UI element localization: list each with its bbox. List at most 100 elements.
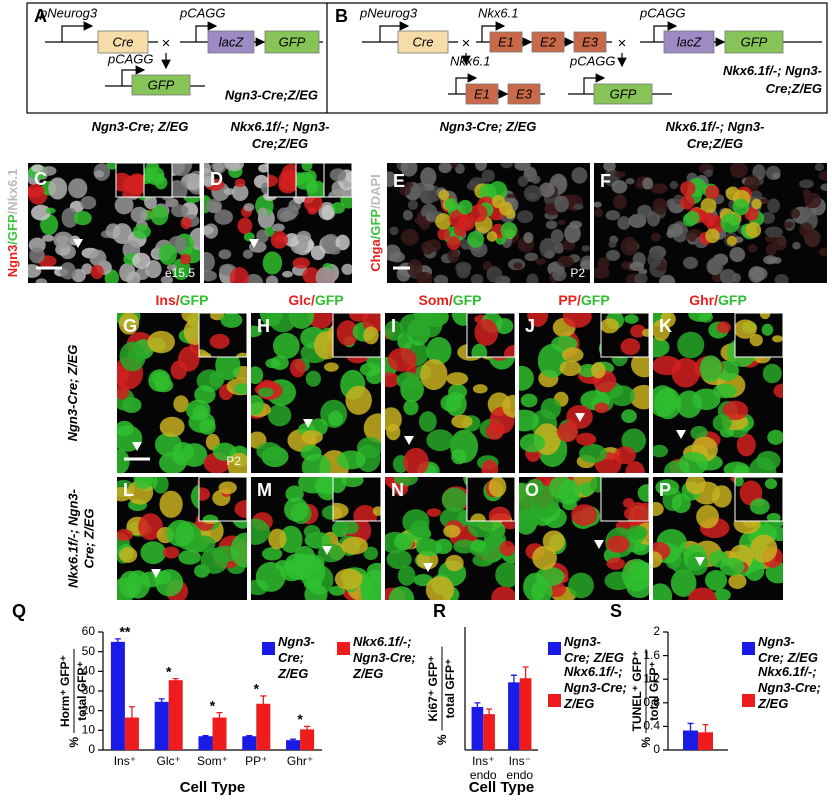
cell bbox=[302, 267, 320, 283]
cell bbox=[210, 313, 225, 321]
error-bar bbox=[114, 638, 121, 646]
cell bbox=[303, 193, 323, 213]
cell bbox=[652, 197, 668, 215]
row-label-box: Ngn3-Cre; Z/EG bbox=[65, 345, 80, 442]
cell bbox=[729, 163, 748, 179]
cell bbox=[472, 384, 488, 394]
stain-part: Nkx6.1 bbox=[5, 169, 20, 211]
legend-label-box: Nkx6.1f/-; Ngn3-Cre; Z/EG bbox=[564, 664, 627, 711]
cell bbox=[160, 275, 174, 283]
cell bbox=[335, 234, 350, 251]
column-header: Som/GFP bbox=[418, 292, 481, 308]
cell bbox=[224, 163, 244, 172]
y-label: % Ki67⁺ GFP⁺ total GFP⁺ bbox=[426, 646, 457, 745]
cell bbox=[650, 183, 668, 194]
significance: ** bbox=[119, 624, 130, 640]
cell bbox=[445, 392, 467, 417]
cell bbox=[223, 188, 235, 196]
cell bbox=[345, 385, 372, 415]
cell bbox=[524, 252, 538, 262]
cell bbox=[573, 203, 584, 210]
bar bbox=[124, 717, 139, 750]
gene-box bbox=[724, 30, 784, 54]
promoter-label: pCAGG bbox=[639, 5, 686, 20]
x-tick-label: Ins⁺ bbox=[113, 754, 137, 768]
bar bbox=[110, 641, 125, 750]
cell bbox=[328, 410, 344, 427]
y-label-numerator: Ki67⁺ GFP⁺ bbox=[426, 655, 440, 721]
bar bbox=[698, 732, 713, 750]
micrograph-content bbox=[116, 172, 144, 197]
panel-letter: D bbox=[210, 169, 223, 189]
cell bbox=[747, 244, 758, 253]
cell bbox=[621, 409, 637, 424]
cell bbox=[799, 179, 814, 189]
cell bbox=[445, 554, 464, 572]
cell bbox=[416, 537, 438, 552]
cell bbox=[728, 574, 747, 590]
cell bbox=[118, 313, 140, 335]
micrograph-content bbox=[172, 163, 200, 197]
cell bbox=[799, 222, 813, 238]
promoter-arrow bbox=[121, 65, 146, 86]
cell bbox=[262, 547, 283, 561]
gene-box-label: GFP bbox=[610, 86, 637, 101]
cell bbox=[617, 216, 631, 230]
cell bbox=[132, 224, 151, 239]
genotype: Nkx6.1f/-; Ngn3-Cre;Z/EG bbox=[723, 63, 822, 96]
bar bbox=[300, 729, 315, 750]
cell bbox=[204, 163, 211, 175]
panel-letter: N bbox=[391, 480, 404, 500]
cell bbox=[200, 548, 229, 574]
gene-box bbox=[397, 30, 449, 54]
cell bbox=[690, 426, 708, 441]
cell bbox=[229, 267, 250, 283]
cell bbox=[148, 369, 171, 392]
cell bbox=[328, 246, 341, 255]
legend-label: Ngn3-Cre; Z/EG bbox=[278, 634, 315, 681]
cell bbox=[569, 220, 582, 229]
x-tick-label-box: PP⁺ bbox=[245, 754, 267, 768]
cell bbox=[268, 174, 279, 188]
promoter-arrow bbox=[61, 21, 94, 42]
legend-swatch bbox=[262, 642, 275, 655]
y-tick-label: 60 bbox=[82, 624, 96, 638]
panel-letter: O bbox=[525, 480, 539, 500]
error-bar bbox=[246, 734, 253, 738]
cell bbox=[166, 264, 177, 271]
cell bbox=[363, 326, 379, 345]
cell bbox=[234, 178, 246, 188]
inset-frame bbox=[171, 162, 201, 198]
cell bbox=[552, 269, 567, 282]
cell bbox=[637, 484, 649, 502]
cell bbox=[548, 477, 574, 499]
x-label: Cell Type bbox=[469, 779, 535, 796]
cell bbox=[426, 429, 454, 452]
column-header-box: Nkx6.1f/-; Ngn3-Cre;Z/EG bbox=[666, 119, 765, 151]
cell bbox=[420, 359, 448, 391]
x-label: Cell Type bbox=[180, 779, 246, 796]
cell bbox=[393, 532, 414, 551]
cell bbox=[334, 568, 363, 590]
cell bbox=[140, 541, 167, 565]
cell bbox=[504, 345, 515, 357]
column-header-box: Nkx6.1f/-; Ngn3-Cre;Z/EG bbox=[231, 119, 330, 151]
y-label-numerator: Horm⁺ GFP⁺ bbox=[58, 655, 72, 727]
islet-cell bbox=[467, 231, 485, 248]
cell bbox=[199, 487, 211, 501]
cell bbox=[625, 178, 635, 185]
micrograph-content bbox=[328, 168, 352, 197]
y-tick-label: 1.6 bbox=[643, 648, 660, 662]
cell bbox=[629, 384, 649, 410]
legend-swatch bbox=[548, 694, 561, 707]
promoter-label: pCAGG bbox=[179, 5, 226, 20]
cell bbox=[256, 442, 282, 461]
cell bbox=[178, 346, 200, 372]
cell bbox=[420, 167, 437, 187]
cell bbox=[307, 207, 318, 215]
cell bbox=[30, 204, 51, 221]
cell bbox=[591, 361, 606, 379]
cell bbox=[159, 416, 185, 438]
cell bbox=[519, 433, 546, 453]
